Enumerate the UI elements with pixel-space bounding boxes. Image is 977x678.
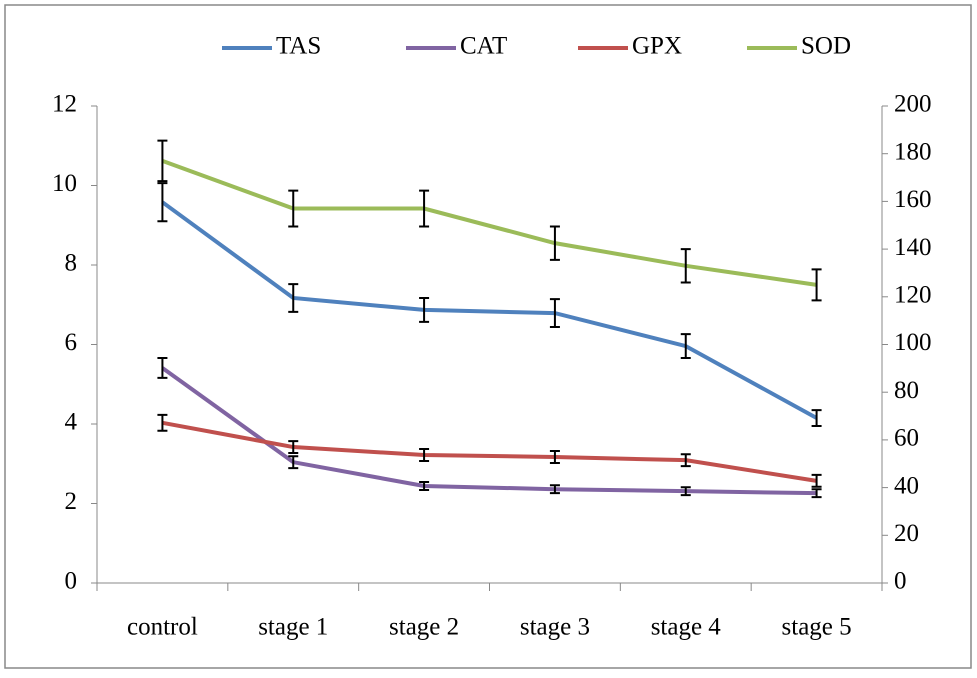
error-bar [549, 484, 560, 495]
error-bar [419, 448, 430, 462]
y2-tick-label: 100 [894, 329, 932, 356]
error-bar [811, 488, 822, 499]
error-bar [549, 225, 560, 261]
series-line [161, 366, 817, 496]
error-bar [680, 486, 691, 497]
x-tick-label: stage 5 [782, 614, 852, 641]
legend-label: GPX [632, 33, 682, 60]
y-tick-label: 12 [52, 91, 77, 118]
series-line [161, 158, 817, 287]
y-tick-label: 8 [65, 250, 78, 277]
legend-label: TAS [276, 33, 321, 60]
y2-tick-label: 200 [894, 91, 932, 118]
series-line [161, 200, 818, 420]
y-tick-label: 10 [52, 170, 77, 197]
error-bar [157, 139, 168, 183]
y2-tick-label: 40 [894, 472, 919, 499]
x-tick-label: stage 3 [520, 614, 590, 641]
series-line [162, 420, 817, 483]
y-tick-label: 0 [65, 568, 78, 595]
error-bar [419, 189, 430, 228]
legend-label: SOD [801, 33, 851, 60]
error-bar [680, 248, 691, 284]
error-bar [419, 481, 430, 491]
error-bar [288, 455, 299, 470]
error-bar [288, 440, 299, 455]
error-bar [288, 189, 299, 228]
y2-tick-label: 160 [894, 186, 932, 213]
error-bar [811, 473, 822, 488]
y2-tick-label: 20 [894, 520, 919, 547]
error-bar [157, 182, 168, 223]
y-tick-label: 6 [65, 329, 78, 356]
error-bar [811, 409, 822, 427]
error-bar [549, 298, 560, 329]
error-bar [157, 413, 168, 432]
error-bar [549, 450, 560, 464]
y2-tick-label: 140 [894, 234, 932, 261]
error-bar [680, 453, 691, 468]
chart-frame [4, 4, 972, 669]
y2-tick-label: 80 [894, 377, 919, 404]
y2-tick-label: 60 [894, 425, 919, 452]
y2-tick-label: 0 [894, 568, 907, 595]
legend-label: CAT [460, 33, 507, 60]
x-tick-label: stage 4 [651, 614, 722, 641]
error-bar [288, 283, 299, 313]
error-bar [680, 333, 691, 360]
x-tick-label: stage 2 [389, 614, 459, 641]
x-tick-label: control [127, 614, 198, 641]
x-tick-label: stage 1 [258, 614, 328, 641]
y2-tick-label: 120 [894, 282, 932, 309]
y-tick-label: 2 [65, 488, 78, 515]
error-bar [811, 268, 822, 302]
error-bar [157, 357, 168, 379]
error-bar [419, 296, 430, 323]
y2-tick-label: 180 [894, 138, 932, 165]
y-tick-label: 4 [65, 409, 78, 436]
